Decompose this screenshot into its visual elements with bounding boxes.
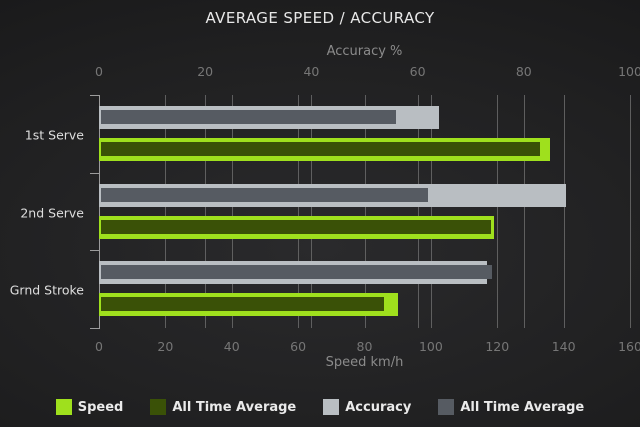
bottom-axis-title: Speed km/h (325, 355, 404, 370)
bottom-tick-label: 40 (223, 339, 240, 354)
category-axis-line (99, 95, 100, 329)
legend-label: Speed (77, 399, 124, 415)
bottom-tick-label: 160 (618, 339, 640, 354)
bar-accuracy-alltime (101, 188, 428, 202)
category-label: 2nd Serve (20, 205, 84, 221)
gridline (232, 95, 233, 328)
category-tick (90, 173, 99, 174)
top-tick-label: 100 (618, 64, 640, 79)
gridline (564, 95, 565, 328)
legend-label: All Time Average (460, 399, 585, 415)
gridline (365, 95, 366, 328)
gridline (630, 95, 631, 328)
gridline (311, 95, 312, 328)
legend-item: Accuracy (323, 399, 411, 415)
bottom-tick-label: 140 (551, 339, 576, 354)
bottom-tick-label: 0 (95, 339, 103, 354)
legend-swatch (323, 399, 340, 415)
gridline (431, 95, 432, 328)
gridline (298, 95, 299, 328)
legend-item: All Time Average (150, 399, 296, 415)
top-tick-label: 60 (409, 64, 426, 79)
gridline (524, 95, 525, 328)
legend-item: Speed (55, 399, 124, 415)
top-tick-label: 0 (95, 64, 103, 79)
bar-accuracy-alltime (101, 265, 492, 279)
category-label: 1st Serve (24, 127, 84, 143)
gridline (205, 95, 206, 328)
bottom-tick-label: 100 (418, 339, 443, 354)
bottom-tick-label: 20 (157, 339, 174, 354)
legend: Speed All Time Average Accuracy All Time Av… (0, 397, 640, 417)
gridline (165, 95, 166, 328)
bottom-tick-label: 80 (356, 339, 373, 354)
legend-swatch (438, 399, 455, 415)
top-tick-label: 40 (303, 64, 320, 79)
top-axis-title: Accuracy % (326, 44, 403, 59)
legend-swatch (150, 399, 167, 415)
category-tick (90, 250, 99, 251)
legend-swatch (55, 399, 72, 415)
bar-speed-alltime (101, 297, 384, 311)
legend-item: All Time Average (438, 399, 584, 415)
top-tick-label: 20 (197, 64, 214, 79)
bar-accuracy-alltime (101, 110, 396, 124)
category-label: Grnd Stroke (9, 282, 84, 298)
gridline (497, 95, 498, 328)
bar-speed-alltime (101, 220, 491, 234)
top-tick-label: 80 (515, 64, 532, 79)
legend-label: All Time Average (172, 399, 297, 415)
category-tick (90, 328, 99, 329)
bottom-tick-label: 60 (290, 339, 307, 354)
legend-label: Accuracy (345, 399, 412, 415)
gridline (418, 95, 419, 328)
chart-title: AVERAGE SPEED / ACCURACY (205, 9, 435, 27)
bar-speed-alltime (101, 142, 540, 156)
category-tick (90, 95, 99, 96)
bottom-tick-label: 120 (485, 339, 510, 354)
